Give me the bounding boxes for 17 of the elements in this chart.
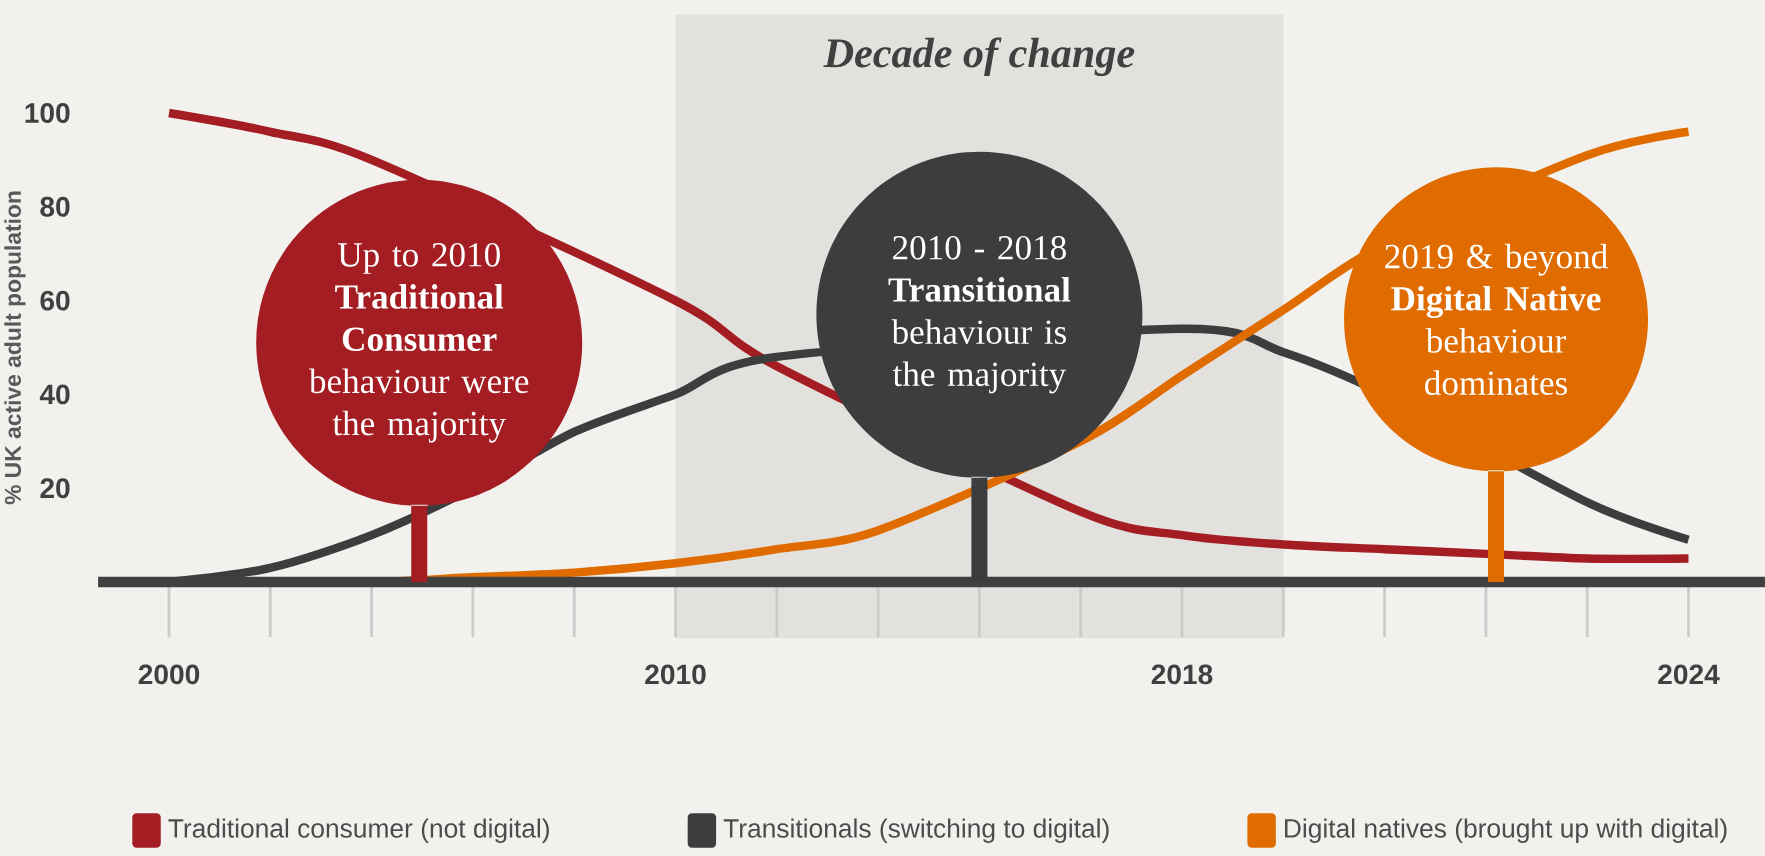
y-tick-label: 60	[40, 290, 70, 311]
annotation: 2019 & beyond Digital Native behaviour dominates	[1385, 243, 1608, 395]
y-tick-label: 100	[25, 103, 70, 123]
legend-label: Traditional consumer (not digital)	[168, 818, 549, 843]
y-tick-label: 80	[40, 196, 70, 217]
x-tick-label: 2010	[645, 664, 706, 685]
y-tick-label: 40	[39, 384, 70, 405]
chart-title: Decade of change	[823, 37, 1135, 77]
x-tick-label: 2000	[138, 664, 200, 685]
annotation: Up to 2010 Traditional Consumer behaviour were the majority	[308, 242, 529, 443]
y-axis-title: % UK active adult population	[4, 191, 26, 505]
legend-label: Digital natives (brought up with digital)	[1285, 818, 1727, 843]
annotation: 2010 - 2018 Transitional behaviour is the majority	[888, 235, 1071, 394]
x-tick-label: 2024	[1658, 664, 1720, 685]
legend-label: Transitionals (switching to digital)	[723, 818, 1109, 843]
y-tick-label: 20	[40, 478, 70, 499]
x-tick-label: 2018	[1151, 664, 1213, 685]
